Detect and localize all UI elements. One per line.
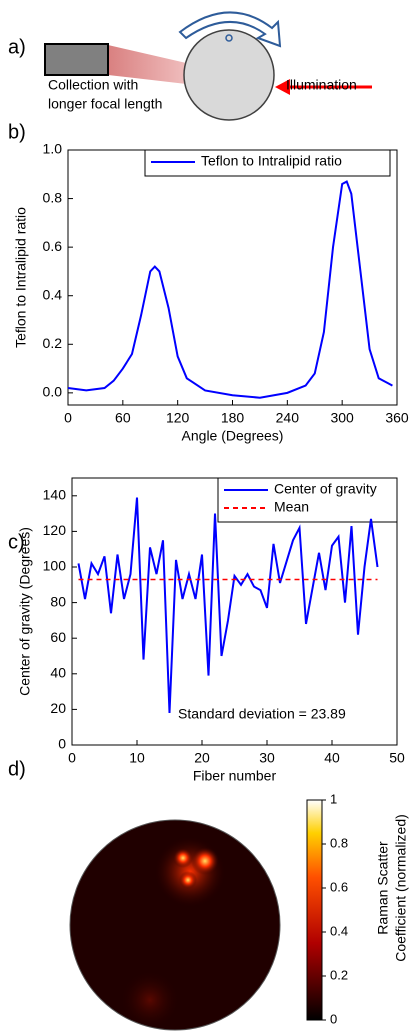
marker: [225, 34, 233, 42]
panel-label: d): [8, 758, 26, 780]
y-tick-label: 0.2: [43, 335, 63, 351]
panel-label: b): [8, 121, 26, 143]
collector: [44, 43, 109, 76]
x-axis-label: Fiber number: [193, 768, 277, 784]
y-axis-label: Center of gravity (Degrees): [17, 527, 33, 696]
x-tick-label: 240: [276, 410, 300, 426]
beam: [108, 45, 195, 85]
legend-label: Teflon to Intralipid ratio: [201, 153, 342, 169]
y-tick-label: 40: [50, 665, 66, 681]
colorbar-tick-label: 0.6: [330, 879, 348, 894]
hotspot: [173, 848, 193, 868]
colorbar-tick-label: 0.2: [330, 967, 348, 982]
y-tick-label: 0.6: [43, 238, 63, 254]
x-tick-label: 0: [68, 750, 76, 766]
x-tick-label: 360: [385, 410, 409, 426]
illumination-label: Illumination: [286, 77, 357, 93]
hotspot: [191, 847, 219, 875]
rotation-arrow: [178, 11, 282, 48]
legend-label: Mean: [274, 499, 309, 515]
y-tick-label: 80: [50, 593, 66, 609]
legend-box: [217, 477, 398, 523]
colorbar: [306, 799, 323, 1021]
y-tick-label: 0: [58, 736, 66, 752]
collection-label: Collection with: [48, 77, 138, 93]
panel-label: c): [8, 531, 25, 553]
colorbar-tick-label: 0.4: [330, 923, 348, 938]
x-tick-label: 20: [194, 750, 210, 766]
colorbar-tick-label: 0.8: [330, 835, 348, 850]
x-tick-label: 180: [221, 410, 245, 426]
y-tick-label: 60: [50, 629, 66, 645]
plot-frame: [67, 149, 398, 406]
panel-label: a): [8, 36, 26, 58]
annotation: Standard deviation = 23.89: [178, 706, 346, 722]
y-tick-label: 0.4: [43, 286, 63, 302]
y-tick-label: 1.0: [43, 141, 63, 157]
y-tick-label: 20: [50, 700, 66, 716]
heatmap: [70, 820, 280, 1030]
x-axis-label: Angle (Degrees): [182, 428, 284, 444]
x-tick-label: 50: [389, 750, 405, 766]
legend-label: Center of gravity: [274, 481, 377, 497]
x-tick-label: 10: [129, 750, 145, 766]
x-tick-label: 0: [64, 410, 72, 426]
heatmap-border: [69, 819, 281, 1031]
y-axis-label: Teflon to Intralipid ratio: [13, 207, 29, 348]
colorbar-label: Raman Scatter: [375, 841, 391, 935]
x-tick-label: 300: [330, 410, 354, 426]
y-tick-label: 0.0: [43, 384, 63, 400]
colorbar-tick-label: 1: [330, 791, 337, 806]
sample: [183, 29, 275, 121]
hotspot: [179, 871, 197, 889]
x-tick-label: 120: [166, 410, 190, 426]
x-tick-label: 60: [115, 410, 131, 426]
colorbar-tick-label: 0: [330, 1011, 337, 1026]
collection-label: longer focal length: [48, 96, 162, 112]
x-tick-label: 40: [324, 750, 340, 766]
series-line: [77, 497, 379, 714]
x-tick-label: 30: [259, 750, 275, 766]
y-tick-label: 140: [43, 487, 67, 503]
y-tick-label: 0.8: [43, 189, 63, 205]
colorbar-label: Coefficient (normalized): [393, 814, 409, 962]
series-line: [67, 180, 393, 399]
y-tick-label: 120: [43, 522, 67, 538]
hotspot: [120, 970, 180, 1030]
y-tick-label: 100: [43, 558, 67, 574]
arrow-head: [275, 79, 290, 95]
